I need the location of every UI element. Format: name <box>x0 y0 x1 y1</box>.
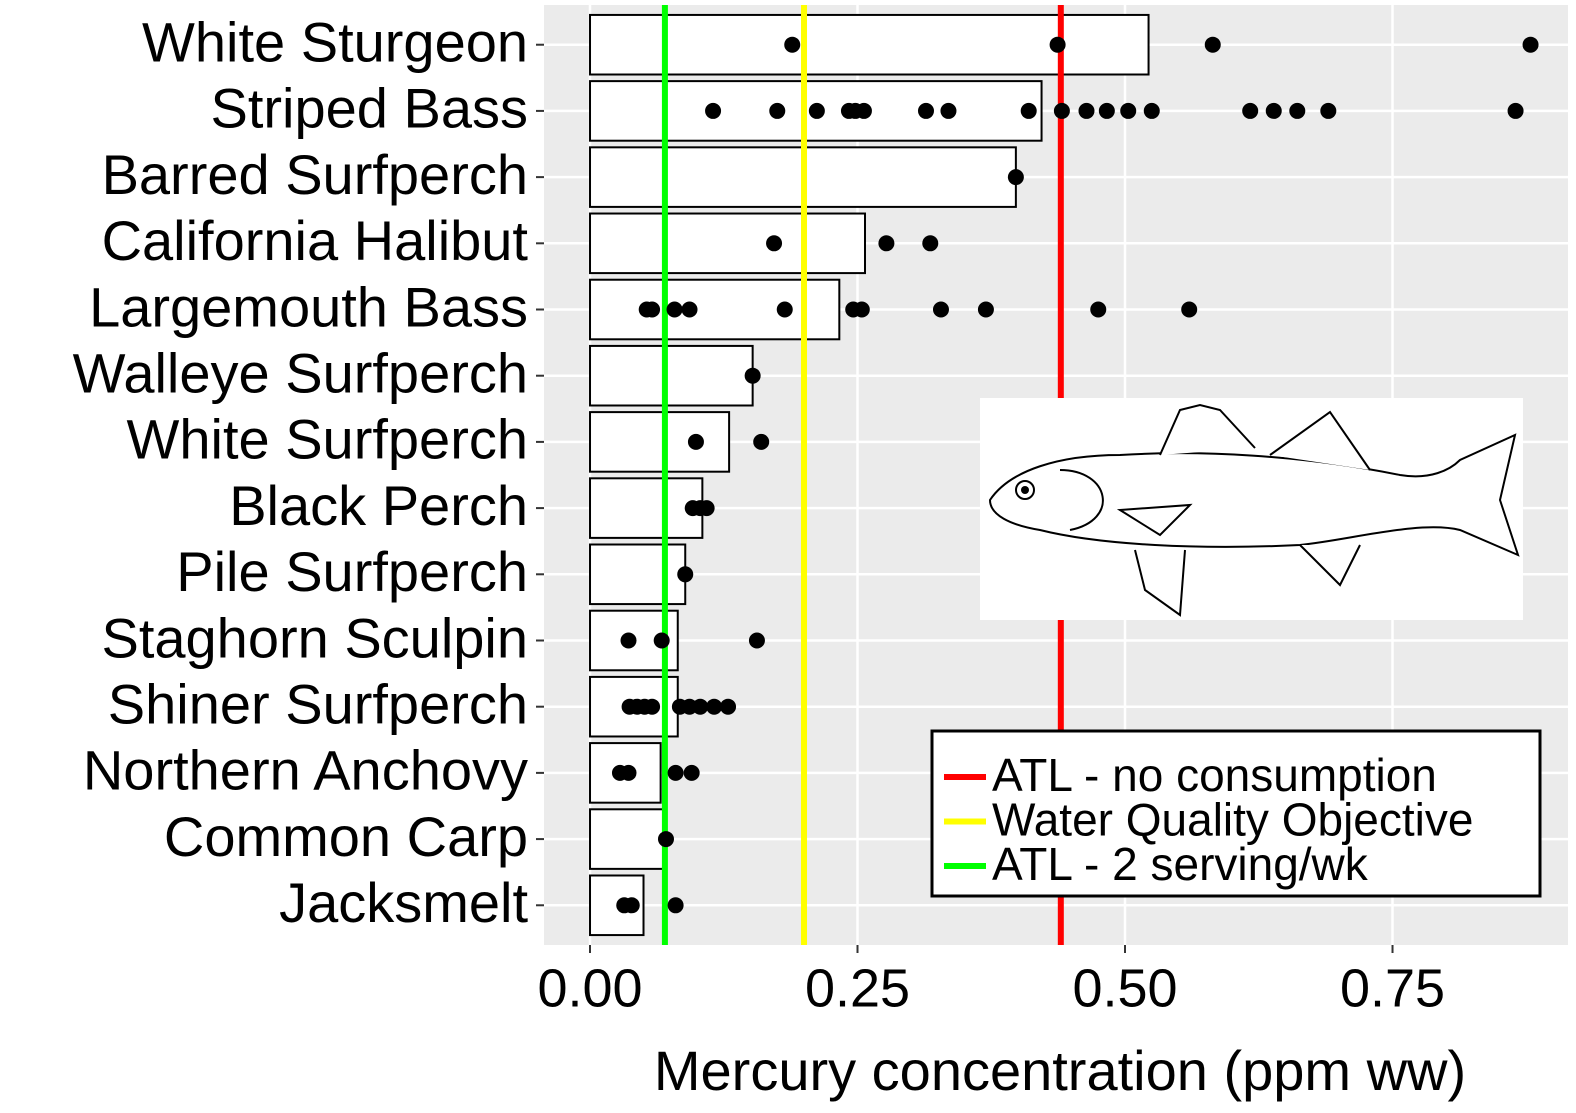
point <box>644 698 661 715</box>
point <box>1120 102 1137 119</box>
bar <box>589 344 754 407</box>
point <box>1204 36 1221 53</box>
point <box>623 897 640 914</box>
y-tick-label: White Surfperch <box>127 408 529 471</box>
point <box>687 433 704 450</box>
point <box>776 301 793 318</box>
y-tick-label: Barred Surfperch <box>102 143 528 206</box>
point <box>753 433 770 450</box>
point <box>667 764 684 781</box>
point <box>808 102 825 119</box>
point <box>1020 102 1037 119</box>
y-tick-label: Pile Surfperch <box>176 540 528 603</box>
legend-label: ATL - 2 serving/wk <box>992 838 1369 890</box>
x-tick-label: 0.75 <box>1340 958 1445 1018</box>
y-tick-label: Largemouth Bass <box>89 275 528 338</box>
x-tick-label: 0.25 <box>805 958 910 1018</box>
bar <box>589 808 665 870</box>
point <box>1181 301 1198 318</box>
y-tick-label: White Sturgeon <box>142 11 528 74</box>
point <box>1078 102 1095 119</box>
point <box>666 301 683 318</box>
point <box>744 367 761 384</box>
point <box>1265 102 1282 119</box>
bar <box>589 477 704 539</box>
point <box>681 301 698 318</box>
point <box>748 632 765 649</box>
point <box>878 235 895 252</box>
point <box>1143 102 1160 119</box>
point <box>667 897 684 914</box>
y-tick-label: Black Perch <box>229 474 528 537</box>
point <box>620 764 637 781</box>
x-tick-label: 0.00 <box>537 958 642 1018</box>
y-tick-label: Common Carp <box>164 805 528 868</box>
point <box>932 301 949 318</box>
point <box>620 632 637 649</box>
point <box>1507 102 1524 119</box>
y-tick-label: Walleye Surfperch <box>73 342 528 405</box>
point <box>683 764 700 781</box>
point <box>1320 102 1337 119</box>
point <box>922 235 939 252</box>
y-tick-label: Shiner Surfperch <box>108 672 528 735</box>
x-tick-label: 0.50 <box>1072 958 1177 1018</box>
point <box>784 36 801 53</box>
point <box>1007 169 1024 186</box>
point <box>644 301 661 318</box>
point <box>1522 36 1539 53</box>
point <box>720 698 737 715</box>
point <box>705 102 722 119</box>
point <box>940 102 957 119</box>
point <box>657 831 674 848</box>
y-tick-label: Striped Bass <box>211 77 529 140</box>
point <box>1049 36 1066 53</box>
point <box>1242 102 1259 119</box>
point <box>692 698 709 715</box>
y-tick-label: Jacksmelt <box>279 871 528 934</box>
point <box>653 632 670 649</box>
fish-illustration <box>980 398 1523 620</box>
point <box>1098 102 1115 119</box>
point <box>769 102 786 119</box>
legend-label: ATL - no consumption <box>992 749 1437 801</box>
bar <box>589 543 687 606</box>
point <box>677 566 694 583</box>
point <box>855 102 872 119</box>
point <box>698 500 715 517</box>
point <box>977 301 994 318</box>
point <box>706 698 723 715</box>
point <box>853 301 870 318</box>
bar <box>589 278 841 341</box>
y-tick-label: California Halibut <box>102 209 529 272</box>
point <box>1053 102 1070 119</box>
x-axis-title: Mercury concentration (ppm ww) <box>654 1039 1466 1102</box>
point <box>1090 301 1107 318</box>
bar <box>589 212 867 275</box>
point <box>917 102 934 119</box>
legend-label: Water Quality Objective <box>992 794 1473 846</box>
point <box>1289 102 1306 119</box>
point <box>766 235 783 252</box>
y-tick-label: Staghorn Sculpin <box>101 606 528 669</box>
y-tick-label: Northern Anchovy <box>83 739 528 802</box>
bar <box>589 411 731 473</box>
